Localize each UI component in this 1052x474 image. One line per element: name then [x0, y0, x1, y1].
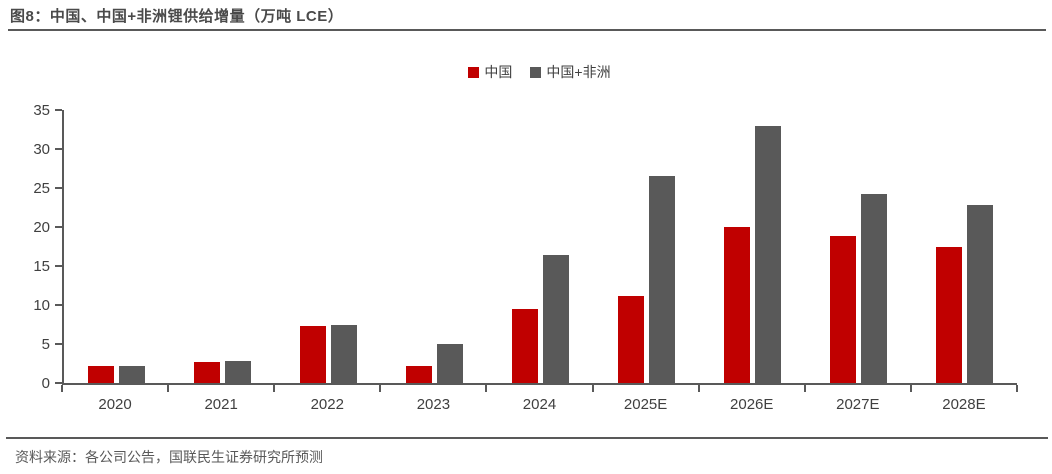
y-axis-tick — [55, 226, 62, 228]
bar-china-africa-2020 — [119, 365, 146, 383]
x-axis-label-2023: 2023 — [416, 396, 451, 413]
y-axis-label-10: 10 — [33, 296, 50, 314]
bar-group-2021 — [170, 110, 276, 383]
x-axis-tick — [697, 385, 700, 392]
bar-group-2025E — [593, 110, 699, 383]
legend-item-china: 中国 — [468, 62, 512, 82]
bar-china-2028E — [935, 247, 962, 383]
x-axis-label-2022: 2022 — [310, 396, 344, 413]
bar-china-2023 — [406, 365, 433, 383]
bar-china-africa-2024 — [543, 255, 569, 383]
x-axis-label-2021: 2021 — [204, 396, 238, 413]
x-axis-label-2020: 2020 — [98, 396, 132, 413]
x-axis-label-2025E: 2025E — [623, 396, 668, 413]
source-note: 资料来源：各公司公告，国联民生证券研究所预测 — [15, 449, 323, 465]
bar-china-africa-2022 — [331, 324, 358, 383]
bar-china-2021 — [194, 361, 221, 383]
bar-group-2022 — [276, 110, 382, 383]
bar-china-2020 — [88, 365, 115, 383]
y-axis-label-30: 30 — [33, 140, 50, 158]
y-axis-label-15: 15 — [33, 257, 50, 275]
y-axis-tick — [55, 265, 62, 267]
y-axis-label-20: 20 — [33, 218, 50, 236]
chart-legend: 中国 中国+非洲 — [62, 62, 1017, 82]
bar-group-2023 — [382, 110, 488, 383]
bar-china-2027E — [829, 236, 856, 383]
y-axis-label-25: 25 — [33, 179, 50, 197]
x-axis-label-2028E: 2028E — [942, 396, 986, 413]
x-axis-label-2024: 2024 — [522, 396, 557, 413]
bar-china-africa-2021 — [225, 361, 252, 383]
x-axis-tick — [61, 385, 63, 392]
y-axis-label-35: 35 — [33, 101, 50, 119]
legend-label-china-africa: 中国+非洲 — [546, 64, 611, 80]
x-axis-label-2027E: 2027E — [836, 396, 880, 413]
legend-label-china: 中国 — [484, 64, 513, 80]
y-axis-tick — [55, 187, 62, 189]
bar-china-africa-2028E — [966, 205, 993, 383]
bar-group-2020 — [64, 110, 170, 383]
x-axis-label-2026E: 2026E — [730, 396, 774, 413]
bar-china-2022 — [300, 326, 327, 383]
y-axis-tick — [55, 304, 62, 306]
x-axis-tick — [167, 385, 170, 392]
x-axis-tick — [485, 385, 488, 392]
footer-divider — [6, 437, 1048, 439]
bar-china-2025E — [617, 295, 644, 383]
legend-swatch-china-icon — [468, 66, 480, 78]
x-axis-tick — [909, 385, 912, 392]
bar-china-2026E — [723, 227, 750, 383]
bar-group-2028E — [911, 110, 1017, 383]
bar-china-africa-2027E — [860, 194, 887, 383]
bar-china-africa-2023 — [437, 344, 464, 383]
bar-china-africa-2025E — [648, 176, 675, 383]
x-axis-tick — [1016, 385, 1018, 392]
bar-group-2024 — [488, 110, 594, 383]
chart-title: 图8：中国、中国+非洲锂供给增量（万吨 LCE） — [10, 8, 344, 25]
bar-china-2024 — [512, 308, 538, 383]
y-axis-tick — [55, 343, 62, 345]
x-axis-tick — [273, 385, 276, 392]
y-axis-tick — [55, 382, 62, 384]
x-axis-tick — [803, 385, 806, 392]
bar-group-2026E — [699, 110, 805, 383]
bar-group-2027E — [805, 110, 911, 383]
y-axis-tick — [55, 148, 62, 150]
legend-swatch-china-africa-icon — [530, 66, 542, 78]
bar-chart: 0 5 10 15 20 25 30 35 2020 2021 2022 2023 2024 2025E… — [0, 100, 1052, 420]
x-axis-tick — [379, 385, 382, 392]
x-axis-tick — [591, 385, 594, 392]
plot-area — [62, 110, 1017, 385]
y-axis-label-0: 0 — [41, 374, 50, 392]
bar-china-africa-2026E — [754, 125, 781, 383]
legend-item-china-africa: 中国+非洲 — [530, 62, 611, 82]
y-axis-tick — [55, 109, 62, 111]
x-axis: 2020 2021 2022 2023 2024 2025E 2026E 2027E 2028E — [61, 385, 1018, 420]
title-divider — [8, 29, 1046, 31]
y-axis-label-5: 5 — [41, 335, 50, 353]
